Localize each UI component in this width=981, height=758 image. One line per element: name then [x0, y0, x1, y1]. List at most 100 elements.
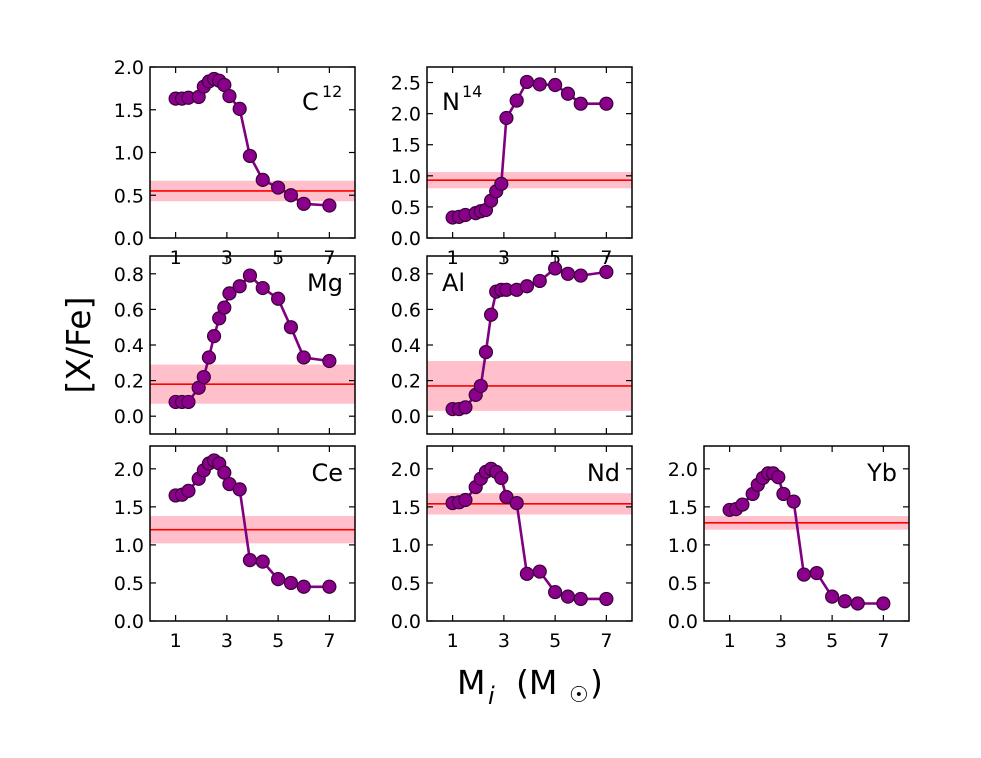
x-axis-label-unit-close: ): [590, 663, 603, 702]
data-point-yb-10: [786, 494, 801, 509]
x-tick-label-nd-2: 5: [549, 630, 561, 652]
y-tick-label-n14-1: 0.5: [391, 197, 421, 219]
panel-yb: 0.0 0.5 1.0 1.5 2.0 1 3 5 7 Yb: [668, 445, 910, 652]
panel-n14: 0.00.51.01.52.02.51 3 5 7N 14: [391, 66, 633, 269]
data-point-nd-16: [599, 591, 614, 607]
data-point-n14-9: [499, 110, 514, 126]
y-tick-label-nd-1: 0.5: [391, 573, 421, 595]
data-point-yb-14: [837, 594, 853, 609]
y-tick-label-nd-0: 0.0: [391, 611, 421, 633]
data-point-nd-15: [573, 591, 588, 607]
x-tick-label-yb-0: 1: [724, 630, 736, 652]
axes-frame-yb: [703, 445, 910, 622]
data-point-nd-2: [458, 492, 473, 508]
data-point-nd-12: [532, 564, 547, 579]
y-tick-label-al-3: 0.6: [391, 299, 421, 321]
data-point-ce-11: [242, 553, 258, 568]
data-point-ce-14: [283, 575, 299, 591]
x-tick-label-ce-2: 5: [272, 630, 284, 652]
data-point-al-2: [458, 400, 473, 415]
data-point-c12-16: [322, 198, 337, 213]
data-point-al-11: [519, 279, 535, 294]
y-tick-label-ce-2: 1.0: [114, 535, 144, 557]
panel-c12: 0.00.51.01.52.01 3 5 7C 12: [114, 57, 356, 269]
data-point-n14-8: [494, 176, 509, 192]
data-point-n14-13: [548, 77, 563, 93]
y-tick-label-c12-2: 1.0: [114, 143, 144, 165]
data-point-c12-14: [283, 188, 299, 203]
y-tick-label-c12-3: 1.5: [114, 100, 144, 122]
x-axis-label: M i (M ☉ ): [457, 663, 603, 710]
y-tick-label-mg-1: 0.2: [114, 371, 144, 393]
data-point-al-5: [478, 345, 494, 360]
data-point-yb-13: [825, 589, 840, 604]
y-tick-label-yb-0: 0.0: [668, 611, 698, 633]
data-point-n14-11: [519, 74, 535, 90]
y-tick-label-n14-2: 1.0: [391, 166, 421, 188]
y-tick-label-mg-0: 0.0: [114, 406, 144, 428]
data-point-al-15: [573, 268, 588, 283]
panel-label-n14: N: [442, 88, 460, 116]
y-tick-label-yb-2: 1.0: [668, 535, 698, 557]
data-point-ce-13: [271, 572, 286, 587]
data-point-yb-12: [809, 565, 824, 581]
data-point-mg-16: [322, 353, 337, 369]
y-tick-label-c12-1: 0.5: [114, 185, 144, 207]
panel-nd: 0.0 0.5 1.0 1.5 2.0 1 3 5 7 Nd: [391, 445, 633, 652]
data-point-c12-10: [232, 101, 247, 116]
data-point-ce-2: [181, 483, 196, 498]
data-point-n14-10: [509, 93, 524, 108]
y-tick-label-al-4: 0.8: [391, 264, 421, 286]
panel-label-nd: Nd: [587, 459, 620, 487]
data-point-nd-13: [548, 584, 563, 600]
data-point-mg-8: [217, 300, 232, 315]
data-point-yb-15: [850, 596, 865, 611]
y-tick-label-ce-0: 0.0: [114, 611, 144, 633]
data-point-mg-10: [232, 279, 247, 294]
y-tick-label-al-2: 0.4: [391, 335, 421, 357]
y-tick-label-n14-5: 2.5: [391, 73, 421, 95]
data-point-al-12: [532, 273, 547, 289]
data-point-nd-10: [509, 495, 524, 511]
x-tick-label-ce-1: 3: [221, 630, 233, 652]
x-tick-label-nd-3: 7: [600, 630, 612, 652]
data-point-yb-9: [776, 486, 791, 502]
panel-label-ce: Ce: [311, 459, 343, 487]
data-point-ce-12: [255, 554, 270, 569]
x-axis-label-subscript: i: [488, 682, 495, 710]
x-tick-label-nd-0: 1: [447, 630, 459, 652]
x-tick-label-nd-1: 3: [498, 630, 510, 652]
y-tick-label-ce-3: 1.5: [114, 497, 144, 519]
axes-frame-ce: [149, 445, 356, 622]
data-point-al-14: [560, 266, 576, 281]
panel-label-c12: C: [302, 88, 319, 116]
data-point-mg-12: [255, 280, 270, 296]
data-point-c12-13: [271, 180, 286, 195]
y-tick-label-c12-0: 0.0: [114, 228, 144, 250]
y-tick-label-c12-4: 2.0: [114, 57, 144, 79]
data-point-ce-15: [296, 579, 311, 594]
x-tick-label-yb-1: 3: [775, 630, 787, 652]
panel-label-al: Al: [442, 269, 465, 297]
data-point-al-13: [548, 261, 563, 276]
y-tick-label-n14-3: 1.5: [391, 135, 421, 157]
axes-frame-nd: [426, 445, 633, 622]
data-point-mg-11: [242, 268, 258, 283]
x-tick-label-yb-2: 5: [826, 630, 838, 652]
data-point-nd-8: [494, 470, 509, 486]
data-point-n14-14: [560, 86, 576, 101]
x-axis-label-main: M: [457, 663, 485, 702]
data-point-al-16: [599, 264, 614, 280]
data-point-ce-10: [232, 482, 247, 497]
data-point-mg-13: [271, 291, 286, 306]
data-point-mg-4: [196, 369, 211, 385]
data-point-yb-2: [735, 497, 750, 512]
x-tick-label-yb-3: 7: [877, 630, 889, 652]
y-tick-label-mg-2: 0.4: [114, 335, 144, 357]
panel-label-mg: Mg: [307, 269, 343, 297]
data-point-mg-2: [181, 394, 196, 410]
y-tick-label-ce-1: 0.5: [114, 573, 144, 595]
sun-symbol: ☉: [569, 683, 589, 708]
y-tick-label-al-0: 0.0: [391, 406, 421, 428]
data-point-yb-8: [771, 470, 786, 485]
